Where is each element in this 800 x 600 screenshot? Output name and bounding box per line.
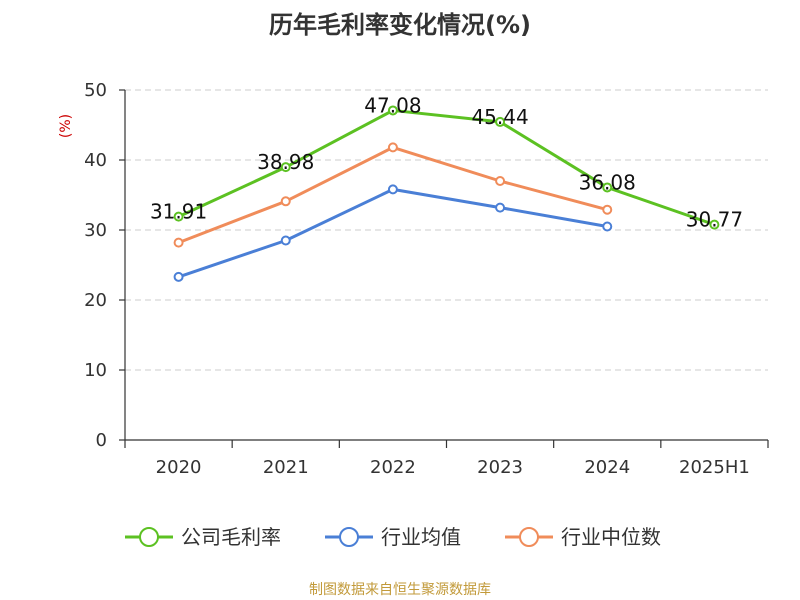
x-tick-label: 2024 xyxy=(584,457,630,478)
chart-title: 历年毛利率变化情况(%) xyxy=(269,11,531,39)
y-tick-label: 40 xyxy=(84,150,107,171)
legend-label: 行业中位数 xyxy=(561,525,661,549)
data-label: 31.91 xyxy=(150,200,207,224)
data-label: 45.44 xyxy=(471,105,528,129)
data-point xyxy=(280,235,291,246)
y-axis-unit: (%) xyxy=(58,114,74,138)
legend-marker xyxy=(139,527,159,547)
legend-label: 行业均值 xyxy=(381,525,461,549)
legend-item[interactable]: 行业中位数 xyxy=(505,525,661,549)
data-label: 36.08 xyxy=(579,170,636,194)
grid xyxy=(125,89,768,371)
data-point xyxy=(173,271,184,282)
y-tick-label: 10 xyxy=(84,360,107,381)
data-point xyxy=(173,237,184,248)
y-tick-label: 30 xyxy=(84,220,107,241)
legend-item[interactable]: 公司毛利率 xyxy=(125,525,281,549)
x-tick-label: 2020 xyxy=(156,457,202,478)
legend-item[interactable]: 行业均值 xyxy=(325,525,461,549)
x-tick-label: 2025H1 xyxy=(679,457,750,478)
legend-label: 公司毛利率 xyxy=(181,525,281,549)
legend-marker xyxy=(339,527,359,547)
data-point xyxy=(602,182,613,193)
legend: 公司毛利率 行业均值 行业中位数 xyxy=(125,525,661,549)
data-point xyxy=(602,204,613,215)
data-point xyxy=(387,184,398,195)
data-point xyxy=(495,176,506,186)
x-tick-label: 2021 xyxy=(263,457,309,478)
data-label: 30.77 xyxy=(686,208,743,232)
x-tick-label: 2023 xyxy=(477,457,523,478)
y-tick-label: 50 xyxy=(84,80,107,101)
y-tick-label: 0 xyxy=(96,430,107,451)
data-point xyxy=(495,202,506,213)
data-point xyxy=(387,142,398,153)
data-label: 38.98 xyxy=(257,150,314,174)
data-label: 47.08 xyxy=(364,93,421,117)
data-point xyxy=(387,105,398,116)
data-labels: 31.91 38.98 47.08 45.44 36.08 30.77 xyxy=(150,93,743,231)
axes: 0 10 20 30 40 50 2020 2021 2022 2023 2024 2025H1 xyxy=(84,80,769,478)
series-line-1 xyxy=(177,108,715,227)
data-point xyxy=(602,221,613,232)
series-line-3 xyxy=(178,145,608,244)
series-line-2 xyxy=(178,187,608,279)
series-layer xyxy=(173,105,720,282)
data-point xyxy=(495,116,506,127)
legend-marker xyxy=(519,527,539,547)
data-point xyxy=(280,162,291,173)
y-tick-label: 20 xyxy=(84,290,107,311)
x-tick-label: 2022 xyxy=(370,457,416,478)
data-point xyxy=(709,219,720,230)
data-point xyxy=(173,211,184,222)
data-point xyxy=(280,196,291,207)
source-note: 制图数据来自恒生聚源数据库 xyxy=(309,582,491,598)
